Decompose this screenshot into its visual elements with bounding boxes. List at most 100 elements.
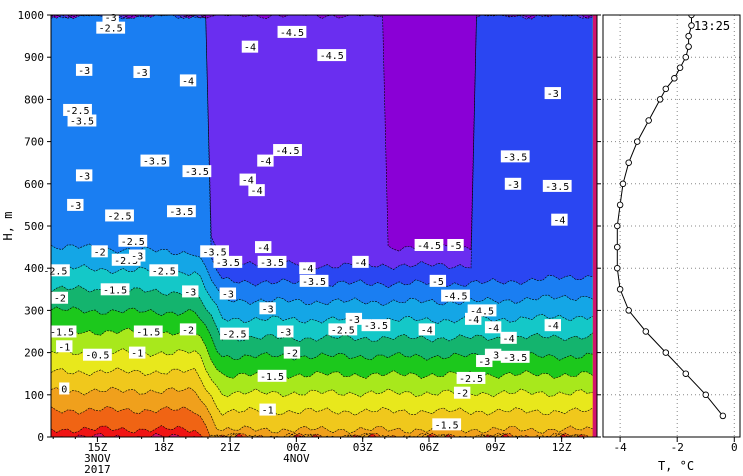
contour-label: -2 — [51, 291, 69, 305]
contour-label-text: -3 — [69, 201, 81, 212]
x-tick-label: 18Z — [154, 441, 174, 454]
contour-label: -4 — [418, 323, 435, 336]
contour-label-box — [200, 245, 229, 258]
contour-line — [51, 367, 593, 416]
contour-label-box — [500, 350, 530, 363]
contour-label-box — [219, 287, 237, 300]
contour-label-box — [129, 346, 146, 359]
profile-time-label: 13:25 — [694, 19, 730, 33]
contour-label-text: -4.5 — [275, 146, 299, 157]
contour-line — [58, 432, 593, 437]
contour-label-box — [418, 323, 435, 336]
contour-label-box — [504, 177, 522, 190]
y-tick-label: 300 — [24, 304, 44, 317]
contour-label-text: -2 — [286, 349, 298, 360]
contour-label-text: -4.5 — [443, 292, 467, 303]
x-tick-sublabel: 2017 — [84, 463, 111, 476]
contour-label: -4 — [255, 241, 272, 254]
contour-label-text: -2.5 — [43, 266, 67, 277]
y-tick-label: 900 — [24, 51, 44, 64]
contour-label-box — [500, 150, 530, 163]
profile-point — [719, 412, 727, 420]
contour-label-text: -2.5 — [222, 330, 246, 341]
x-tick-label: 21Z — [220, 441, 240, 454]
contour-label-text: -0.5 — [85, 351, 109, 362]
profile-frame — [602, 14, 741, 438]
contour-label-box — [551, 213, 568, 226]
contour-label: -3 — [277, 325, 294, 339]
profile-point — [625, 159, 632, 166]
contour-label-text: -4 — [251, 186, 263, 197]
contour-label: -3.5 — [500, 150, 530, 163]
contour-label-box — [56, 340, 73, 353]
contour-label-box — [257, 255, 287, 268]
contour-label-box — [102, 11, 119, 24]
contour-label-text: -1 — [262, 406, 274, 417]
contour-label: -3 — [219, 287, 237, 301]
contour-label: -2 — [453, 386, 471, 400]
y-tick-label: 200 — [24, 347, 44, 360]
contour-label-box — [317, 49, 347, 62]
contour-label-text: -3 — [136, 68, 148, 79]
contour-label-text: -4.5 — [280, 28, 304, 39]
contour-label: -2.5 — [41, 264, 70, 277]
profile-point — [671, 75, 678, 82]
contour-label-box — [277, 325, 294, 338]
contour-label: -4 — [179, 74, 197, 87]
contour-label-box — [447, 238, 464, 251]
contour-label: -4 — [544, 319, 561, 332]
contour-label-box — [179, 74, 197, 87]
contour-label: -4 — [299, 262, 316, 275]
contour-label: -3.5 — [500, 350, 530, 364]
contour-label: -3 — [259, 302, 276, 315]
contour-label-text: -4 — [182, 76, 194, 87]
contour-label-text: -4 — [259, 157, 271, 168]
contour-label: -4 — [239, 173, 256, 187]
x-tick-label: 00Z — [286, 441, 306, 454]
profile-point — [656, 96, 664, 103]
contour-label: -1 — [259, 403, 276, 417]
contour-label-box — [213, 255, 243, 268]
contour-label-text: -4 — [467, 315, 479, 326]
contour-label-text: -4 — [242, 176, 254, 187]
contour-label-box — [63, 103, 92, 116]
contour-label-box — [239, 173, 256, 186]
contour-label-box — [133, 65, 150, 78]
contour-label-text: -3 — [262, 304, 274, 315]
contour-label-box — [273, 144, 302, 157]
contour-label-box — [75, 63, 93, 76]
contour-label: -2.5 — [456, 371, 486, 385]
contour-label-text: -2.5 — [331, 325, 355, 336]
contour-label-box — [299, 274, 329, 287]
contour-label-text: -3 — [131, 252, 143, 263]
contour-label-text: -3 — [487, 351, 499, 362]
contour-label: -3.5 — [299, 274, 329, 288]
contour-label: -4 — [484, 321, 502, 334]
contour-label: -3.5 — [213, 255, 243, 269]
contour-label: -5 — [447, 238, 464, 252]
contour-label-box — [544, 319, 561, 332]
contour-label-box — [432, 418, 462, 431]
profile-x-axis-label: T, °C — [658, 459, 694, 473]
profile-point — [676, 64, 684, 71]
heatmap-y-axis: 0 100 200 300 400 500 600 700 800 900 1000 — [18, 9, 601, 444]
contour-label: 0 — [59, 382, 70, 395]
contour-label-box — [255, 241, 272, 254]
contour-label-box — [484, 321, 502, 334]
contour-label: -2 — [179, 323, 197, 336]
profile-point — [614, 264, 621, 272]
profile-point — [688, 15, 695, 19]
contour-label-text: -4 — [301, 264, 313, 275]
contour-label-box — [283, 346, 301, 359]
contour-label-text: -2.5 — [114, 256, 138, 267]
contour-label-box — [352, 255, 369, 268]
contour-label-text: -3 — [222, 290, 234, 301]
contour-label: -3 — [75, 169, 93, 182]
contour-label-text: -3 — [348, 315, 360, 326]
profile-point — [685, 43, 692, 50]
contour-label-box — [167, 205, 196, 218]
x-tick-sublabel: 4NOV — [283, 452, 310, 465]
contour-label: -3 — [67, 198, 84, 212]
y-tick-label: 0 — [37, 431, 44, 444]
contour-label-box — [441, 289, 470, 302]
